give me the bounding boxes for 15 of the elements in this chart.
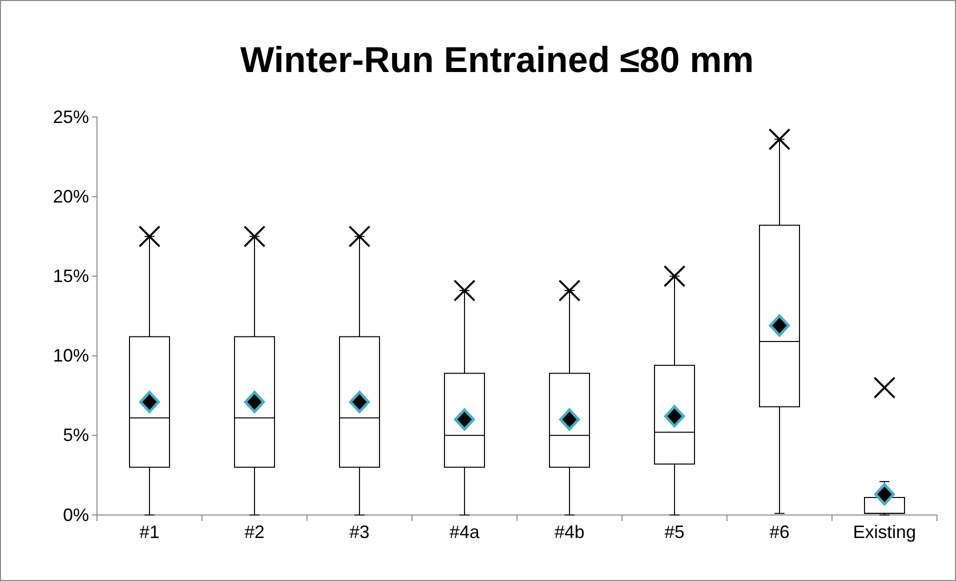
y-tick-label: 25% <box>52 106 89 127</box>
x-tick-label: #2 <box>244 522 265 542</box>
x-tick-label: Existing <box>852 522 916 542</box>
y-tick-label: 10% <box>52 346 89 366</box>
y-tick-label: 20% <box>52 186 89 206</box>
y-tick-label: 15% <box>52 266 89 286</box>
x-tick-label: #1 <box>139 522 160 542</box>
x-tick-label: #5 <box>664 522 685 542</box>
x-tick-label: #4b <box>554 522 585 542</box>
y-tick-label: 0% <box>62 504 89 525</box>
x-tick-label: #4a <box>449 522 480 542</box>
x-tick-label: #3 <box>349 522 370 542</box>
x-tick-label: #6 <box>769 522 790 542</box>
y-tick-label: 5% <box>62 425 89 446</box>
chart-title: Winter-Run Entrained ≤80 mm <box>240 39 754 80</box>
